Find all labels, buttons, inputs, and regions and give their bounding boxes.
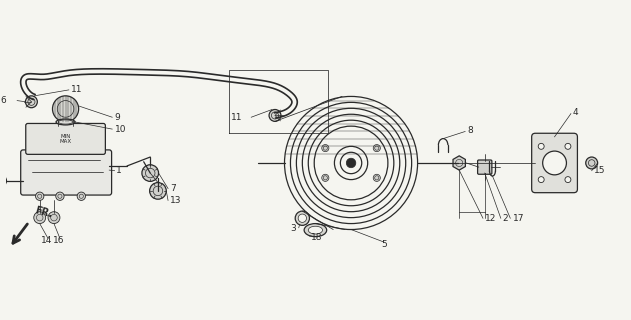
Circle shape [34,212,45,224]
Circle shape [586,157,598,169]
Circle shape [52,96,79,122]
Circle shape [269,109,281,121]
Text: 1: 1 [116,166,122,175]
Text: FR.: FR. [34,205,54,220]
FancyBboxPatch shape [26,124,105,154]
Ellipse shape [304,224,327,237]
Ellipse shape [309,226,322,234]
Text: 9: 9 [115,113,121,122]
Text: 11: 11 [232,113,243,122]
FancyBboxPatch shape [532,133,577,193]
Text: 8: 8 [467,126,473,135]
Polygon shape [453,156,466,170]
Text: 17: 17 [512,214,524,223]
FancyBboxPatch shape [21,150,112,195]
Circle shape [538,177,544,183]
Text: 12: 12 [485,214,496,223]
Circle shape [373,174,380,181]
Text: 13: 13 [170,196,181,205]
Circle shape [0,175,6,187]
Circle shape [322,145,329,152]
Text: 16: 16 [53,236,64,245]
Ellipse shape [56,119,75,125]
Text: 18: 18 [310,233,322,242]
Text: 4: 4 [572,108,578,117]
Circle shape [565,143,571,149]
Circle shape [48,212,60,224]
Text: 3: 3 [291,224,297,233]
Circle shape [298,214,307,222]
Circle shape [56,192,64,200]
Circle shape [295,211,309,225]
Circle shape [35,192,44,200]
Circle shape [543,151,567,175]
Text: 7: 7 [170,184,175,193]
Circle shape [538,143,544,149]
Text: MIN
MAX: MIN MAX [59,133,72,144]
Text: 6: 6 [1,96,6,105]
Text: 15: 15 [594,166,605,175]
Text: 5: 5 [381,240,387,249]
Circle shape [150,183,167,199]
Circle shape [346,158,356,168]
Circle shape [322,174,329,181]
Circle shape [77,192,85,200]
Text: 11: 11 [71,85,82,94]
Circle shape [565,177,571,183]
Circle shape [25,96,37,108]
FancyBboxPatch shape [478,160,492,174]
Text: 14: 14 [41,236,52,245]
Text: 10: 10 [115,124,126,134]
Circle shape [373,145,380,152]
Text: 2: 2 [502,214,508,223]
Circle shape [142,165,158,181]
